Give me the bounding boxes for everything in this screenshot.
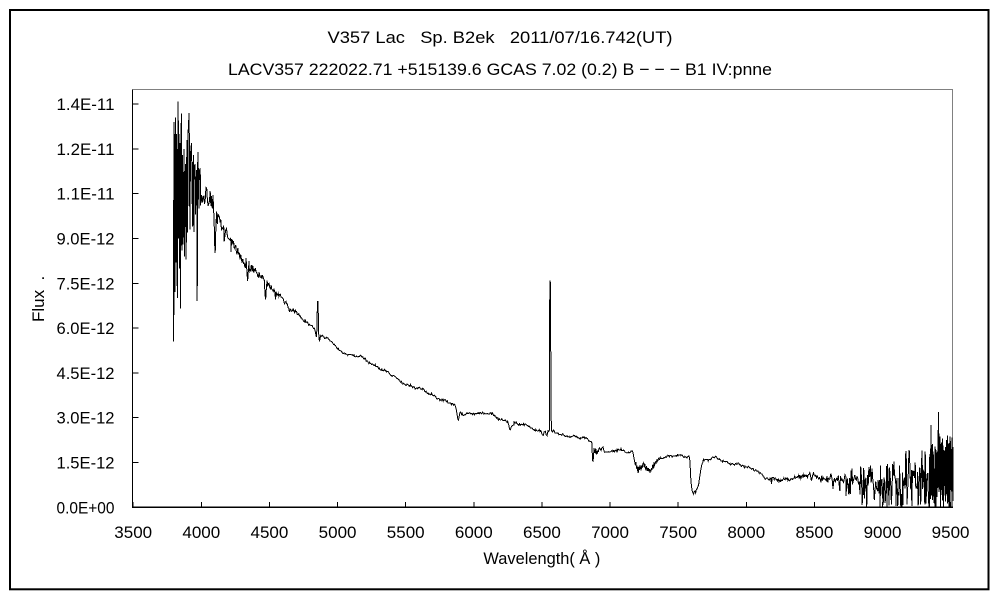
svg-text:6000: 6000	[455, 523, 493, 542]
svg-text:3.0E-12: 3.0E-12	[57, 409, 115, 428]
svg-text:8000: 8000	[727, 523, 765, 542]
svg-text:5500: 5500	[387, 523, 425, 542]
svg-text:Flux .: Flux .	[29, 276, 48, 322]
svg-text:1.1E-11: 1.1E-11	[57, 185, 115, 204]
svg-text:6500: 6500	[523, 523, 561, 542]
svg-text:9.0E-12: 9.0E-12	[57, 230, 115, 249]
svg-text:6.0E-12: 6.0E-12	[57, 319, 115, 338]
svg-text:LACV357 222022.71 +515139.6 GC: LACV357 222022.71 +515139.6 GCAS 7.02 (0…	[228, 60, 772, 79]
svg-text:3500: 3500	[114, 523, 152, 542]
svg-text:7000: 7000	[591, 523, 629, 542]
svg-text:9000: 9000	[864, 523, 902, 542]
svg-text:5000: 5000	[319, 523, 357, 542]
svg-text:4500: 4500	[250, 523, 288, 542]
svg-text:V357 Lac Sp. B2ek 2011/07/: V357 Lac Sp. B2ek 2011/07/16.742(UT)	[328, 28, 673, 47]
svg-text:1.2E-11: 1.2E-11	[57, 140, 115, 159]
svg-text:8500: 8500	[795, 523, 833, 542]
svg-text:1.4E-11: 1.4E-11	[57, 95, 115, 114]
svg-text:4.5E-12: 4.5E-12	[57, 364, 115, 383]
svg-text:4000: 4000	[182, 523, 220, 542]
svg-text:Wavelength( Å ): Wavelength( Å )	[483, 549, 600, 568]
svg-text:7500: 7500	[659, 523, 697, 542]
svg-text:1.5E-12: 1.5E-12	[57, 454, 115, 473]
svg-text:9500: 9500	[932, 523, 970, 542]
svg-text:7.5E-12: 7.5E-12	[57, 274, 115, 293]
svg-text:0.0E+00: 0.0E+00	[57, 498, 115, 517]
